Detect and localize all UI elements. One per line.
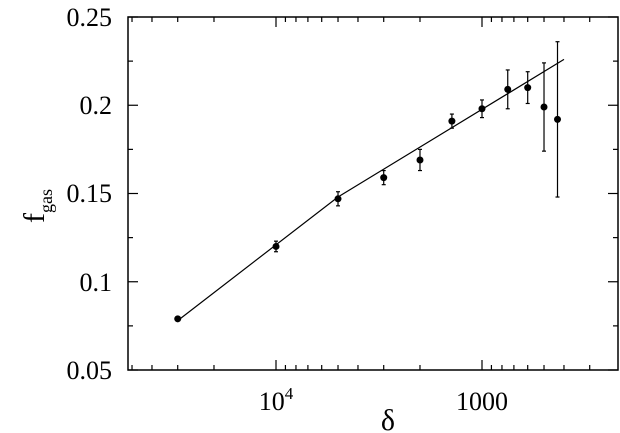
y-tick-label: 0.2 <box>80 91 113 120</box>
data-point <box>448 117 456 125</box>
data-point <box>554 115 562 123</box>
data-point <box>380 174 388 182</box>
x-tick-label: 104 <box>259 384 294 416</box>
y-axis-label-sub: gas <box>36 189 56 213</box>
y-tick-label: 0.25 <box>67 3 113 32</box>
x-tick-label: 1000 <box>456 387 508 416</box>
ticks <box>128 16 618 371</box>
data-point <box>524 84 532 92</box>
data-point <box>174 315 182 323</box>
data-point <box>478 105 486 113</box>
data-point <box>334 195 342 203</box>
y-axis-label: fgas <box>18 189 56 223</box>
data-point <box>540 103 548 111</box>
x-axis-label: δ <box>381 404 395 433</box>
data-points-group <box>174 41 562 323</box>
x-tick-label-base: 10 <box>259 387 285 416</box>
y-tick-label: 0.05 <box>67 356 113 385</box>
fit-line-group <box>177 58 565 322</box>
y-tick-label: 0.15 <box>67 179 113 208</box>
y-axis-label-main: f <box>18 213 51 223</box>
data-point <box>504 85 512 93</box>
y-axis-label-text: fgas <box>18 189 56 223</box>
fit-line <box>177 58 565 322</box>
y-tick-label: 0.1 <box>80 268 113 297</box>
data-point <box>416 156 424 164</box>
x-tick-label-exponent: 4 <box>285 384 294 403</box>
data-point <box>272 242 280 250</box>
